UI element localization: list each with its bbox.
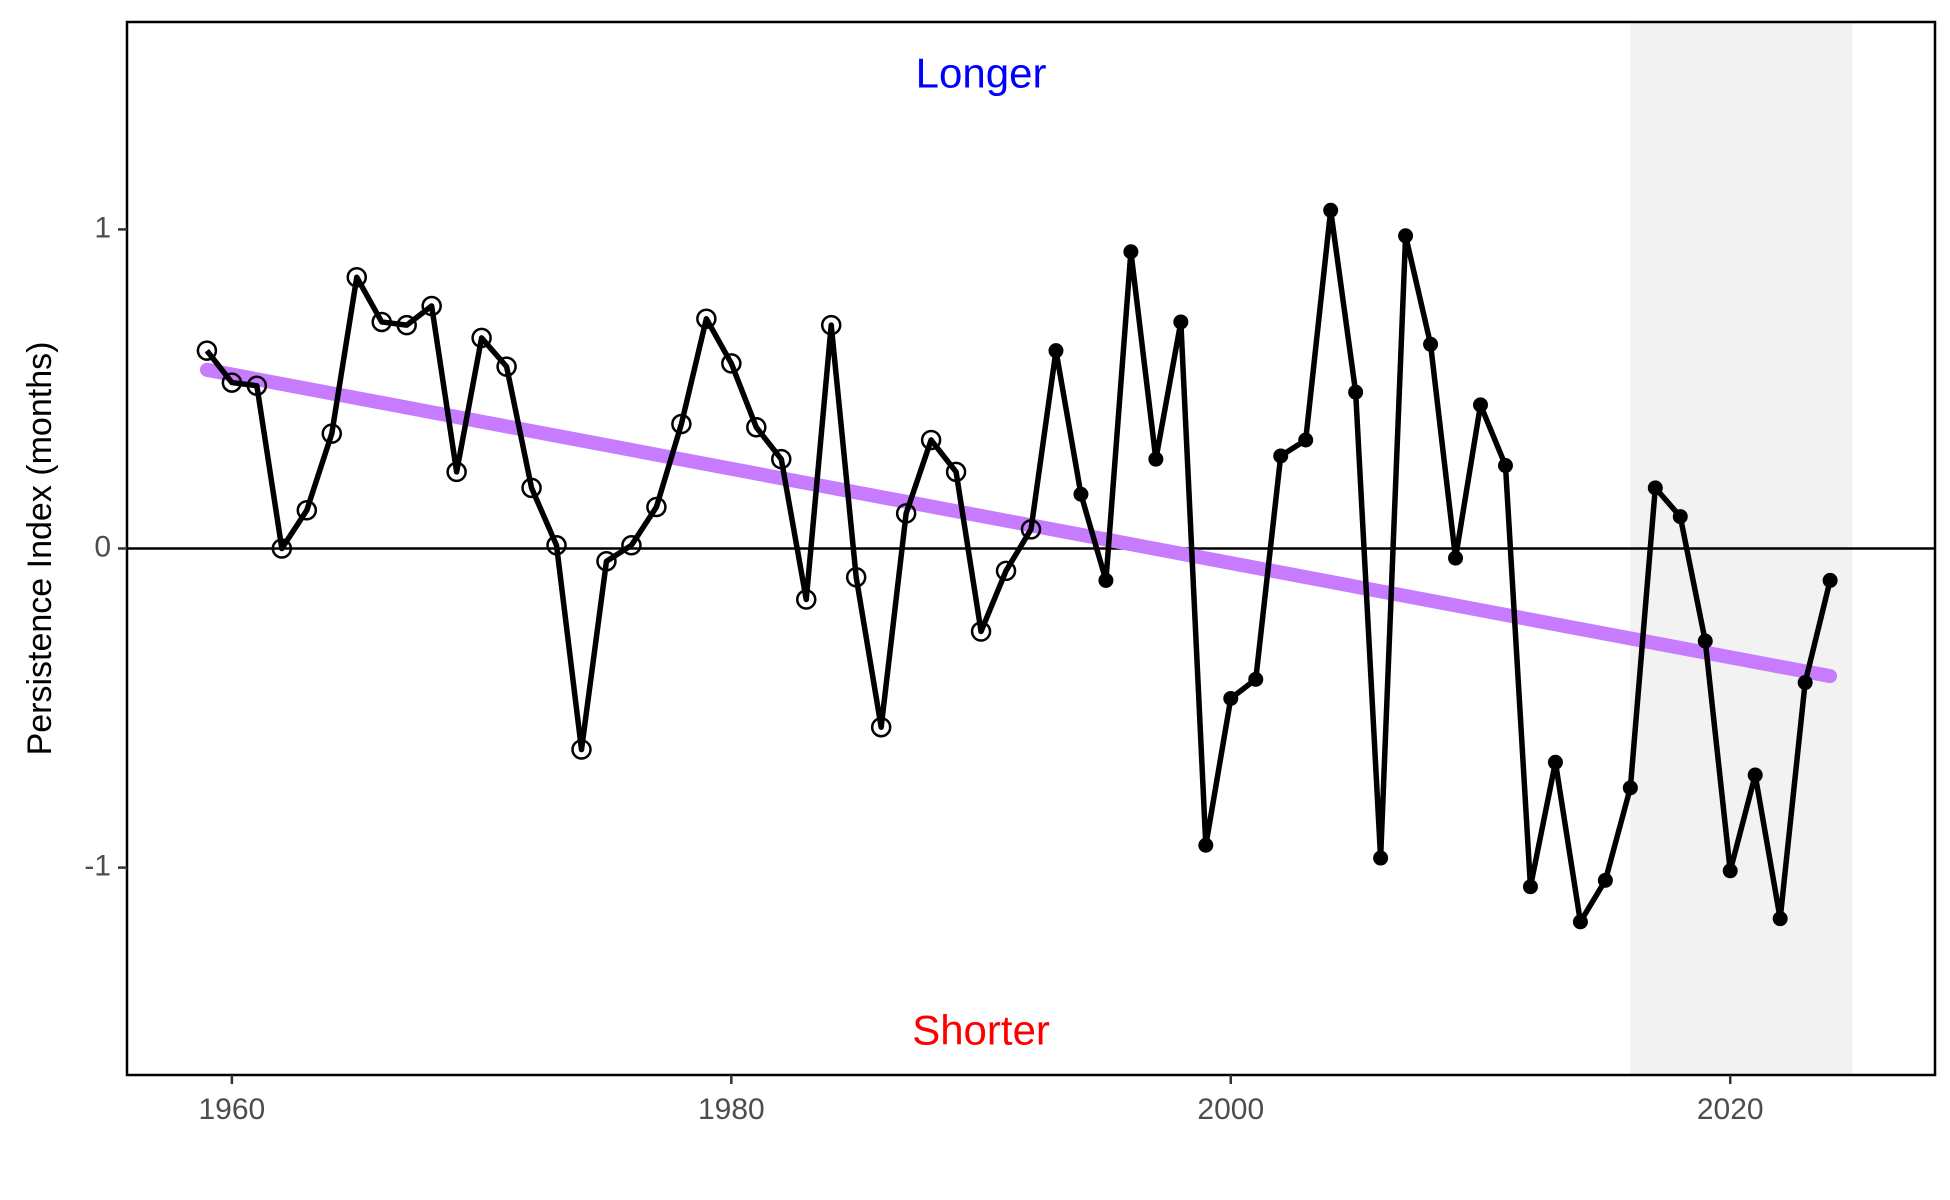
data-point-filled xyxy=(1822,572,1838,588)
data-point-filled xyxy=(1373,850,1389,866)
y-tick-label: 1 xyxy=(94,211,111,244)
data-point-filled xyxy=(1572,914,1588,930)
y-tick-label: 0 xyxy=(94,530,111,563)
data-point-open xyxy=(970,621,992,642)
data-point-filled xyxy=(1597,872,1613,888)
trend-line-segment xyxy=(199,362,1838,684)
data-point-filled xyxy=(1173,314,1189,330)
data-point-open xyxy=(321,423,343,444)
data-point-filled xyxy=(1223,690,1239,706)
data-point-open xyxy=(246,375,268,397)
data-point-filled xyxy=(1298,432,1314,448)
data-point-filled xyxy=(1722,863,1738,879)
data-point-filled xyxy=(1323,202,1339,218)
data-point-open xyxy=(920,429,942,451)
data-point-filled xyxy=(1747,767,1763,783)
data-point-filled xyxy=(1797,675,1813,691)
data-points xyxy=(196,202,1838,930)
data-point-filled xyxy=(1148,451,1164,467)
data-point-filled xyxy=(1547,754,1563,770)
data-point-open xyxy=(596,551,617,572)
data-point-filled xyxy=(1198,837,1214,853)
data-point-filled xyxy=(1697,633,1713,649)
data-point-open xyxy=(771,448,792,470)
data-point-open xyxy=(296,499,318,521)
data-point-open xyxy=(945,461,967,483)
x-tick-label: 2020 xyxy=(1697,1093,1764,1126)
data-point-open xyxy=(571,739,592,760)
data-point-open xyxy=(496,356,517,377)
data-point-filled xyxy=(1273,448,1289,464)
data-point-filled xyxy=(1448,550,1464,566)
y-axis-title: Persistence Index (months) xyxy=(21,342,59,756)
data-point-open xyxy=(546,535,567,556)
data-point-open xyxy=(221,372,243,393)
data-point-filled xyxy=(1647,480,1663,496)
data-point-filled xyxy=(1522,879,1538,895)
x-tick-label: 1980 xyxy=(698,1093,765,1126)
data-point-filled xyxy=(1772,911,1788,927)
data-point-filled xyxy=(1048,343,1064,359)
data-point-open xyxy=(721,353,742,374)
x-tick-label: 2000 xyxy=(1197,1093,1264,1126)
data-point-open xyxy=(696,308,717,330)
data-point-open xyxy=(1020,519,1042,540)
data-point-open xyxy=(521,477,542,499)
data-point-filled xyxy=(1497,458,1513,474)
data-point-open xyxy=(895,503,917,524)
annotation-longer: Longer xyxy=(916,49,1047,96)
data-point-open xyxy=(471,327,492,349)
data-point-open xyxy=(995,560,1017,582)
data-point-open xyxy=(820,314,842,336)
data-point-open xyxy=(396,314,417,336)
data-point-open xyxy=(870,716,892,738)
y-axis: -1 0 1 xyxy=(84,211,127,883)
data-point-open xyxy=(795,589,817,610)
annotation-shorter: Shorter xyxy=(912,1007,1050,1054)
data-point-open xyxy=(196,340,218,361)
data-point-filled xyxy=(1348,384,1364,400)
data-point-open xyxy=(646,496,667,518)
data-point-filled xyxy=(1073,486,1089,502)
data-point-open xyxy=(421,295,442,317)
x-tick-label: 1960 xyxy=(199,1093,266,1126)
data-point-open xyxy=(271,538,293,559)
series-path xyxy=(204,207,1833,925)
data-point-filled xyxy=(1123,244,1139,260)
data-point-open xyxy=(446,461,467,483)
data-point-filled xyxy=(1473,397,1489,413)
data-point-open xyxy=(621,535,642,556)
annotations: Longer Shorter xyxy=(912,49,1050,1053)
data-point-filled xyxy=(1098,572,1114,588)
data-point-open xyxy=(671,413,692,435)
x-axis: 1960 1980 2000 2020 xyxy=(199,1075,1764,1126)
data-point-filled xyxy=(1672,509,1688,525)
data-point-open xyxy=(371,311,392,333)
data-point-open xyxy=(346,267,367,288)
data-point-filled xyxy=(1423,336,1439,352)
data-point-open xyxy=(845,566,867,588)
data-point-filled xyxy=(1248,671,1264,687)
series-line xyxy=(204,207,1833,925)
y-tick-label: -1 xyxy=(84,850,111,883)
data-point-filled xyxy=(1398,228,1414,244)
trend-line xyxy=(199,362,1838,684)
data-point-open xyxy=(746,416,767,438)
data-point-filled xyxy=(1622,780,1638,796)
